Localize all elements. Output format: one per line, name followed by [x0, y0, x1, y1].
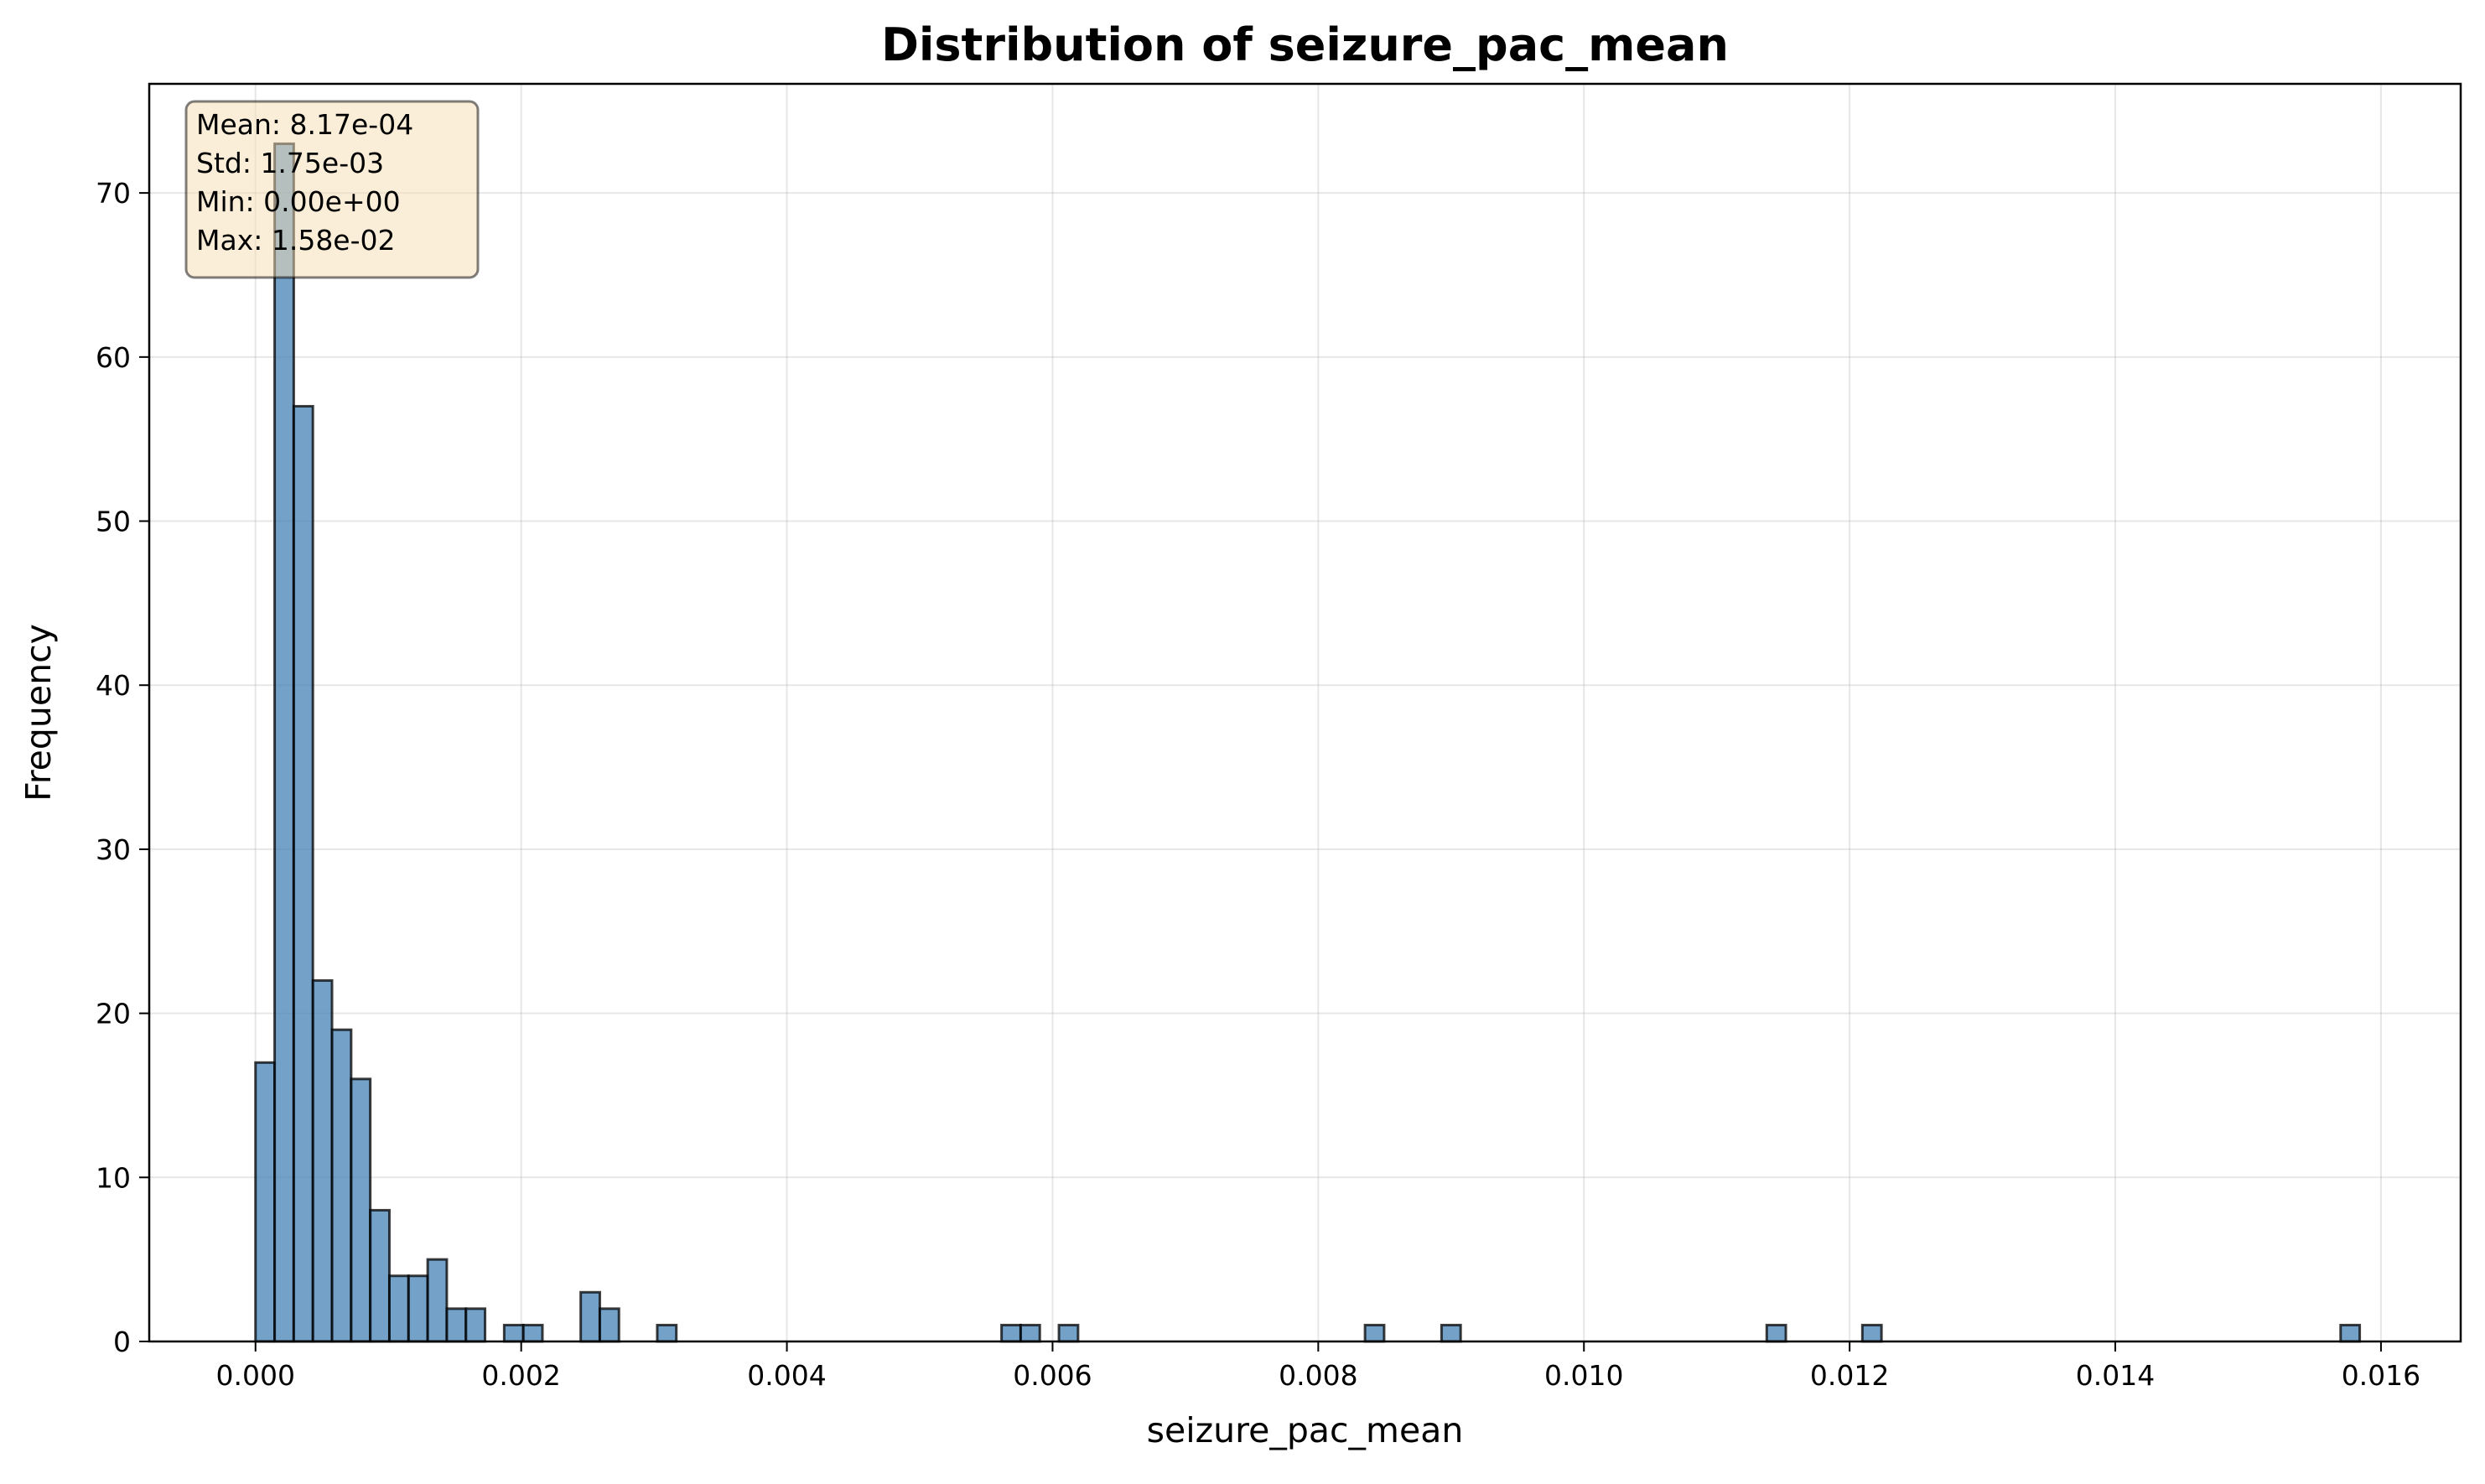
- histogram-bar: [407, 1274, 429, 1343]
- histogram-bar: [656, 1323, 678, 1343]
- histogram-bar: [1057, 1323, 1080, 1343]
- y-tick-label: 0: [113, 1326, 131, 1358]
- x-tick-label: 0.014: [2076, 1359, 2155, 1392]
- x-axis-label: seizure_pac_mean: [1147, 1410, 1464, 1450]
- histogram-bar: [350, 1077, 372, 1343]
- histogram-bar: [292, 405, 314, 1343]
- plot-frame: [148, 82, 2462, 1343]
- histogram-bar: [1000, 1323, 1022, 1343]
- histogram-bar: [445, 1307, 468, 1343]
- histogram-bar: [2339, 1323, 2362, 1343]
- histogram-bar: [369, 1208, 391, 1343]
- histogram-bar: [330, 1028, 353, 1343]
- stats-std: Std: 1.75e-03: [196, 147, 384, 179]
- y-tick-label: 70: [96, 177, 131, 210]
- y-tick-label: 10: [96, 1161, 131, 1194]
- x-tick-label: 0.006: [1013, 1359, 1092, 1392]
- stats-annotation-background: [184, 100, 480, 279]
- stats-max: Max: 1.58e-02: [196, 224, 396, 257]
- stats-mean: Mean: 8.17e-04: [196, 108, 413, 141]
- y-axis-label: Frequency: [18, 624, 59, 802]
- x-tick-label: 0.012: [1810, 1359, 1889, 1392]
- histogram-bar: [311, 978, 334, 1343]
- y-tick-label: 60: [96, 341, 131, 374]
- chart-title: Distribution of seizure_pac_mean: [881, 18, 1729, 71]
- histogram-bar: [1363, 1323, 1386, 1343]
- y-tick-label: 50: [96, 506, 131, 538]
- histogram-bar: [1440, 1323, 1462, 1343]
- histogram-bar: [254, 1061, 277, 1343]
- x-tick-label: 0.000: [216, 1359, 295, 1392]
- ticks-layer: 0.000 0.002 0.004 0.006 0.008 0.010 0.012 0.014…: [96, 177, 2420, 1392]
- x-tick-label: 0.004: [747, 1359, 826, 1392]
- x-tick-label: 0.008: [1279, 1359, 1357, 1392]
- y-tick-label: 20: [96, 998, 131, 1030]
- histogram-bar: [1860, 1323, 1883, 1343]
- y-tick-label: 40: [96, 669, 131, 702]
- stats-min: Min: 0.00e+00: [196, 185, 401, 218]
- histogram-bar: [521, 1323, 544, 1343]
- y-tick-label: 30: [96, 833, 131, 866]
- histogram-bar: [273, 142, 295, 1343]
- stats-annotation: Mean: 8.17e-04 Std: 1.75e-03 Min: 0.00e+…: [184, 100, 480, 279]
- histogram-bar: [598, 1307, 620, 1343]
- histogram-bar: [426, 1258, 449, 1343]
- x-tick-label: 0.016: [2342, 1359, 2420, 1392]
- histogram-bar: [387, 1274, 410, 1343]
- histogram-bar: [502, 1323, 525, 1343]
- x-tick-label: 0.010: [1544, 1359, 1623, 1392]
- histogram-bar: [579, 1290, 601, 1343]
- x-tick-label: 0.002: [481, 1359, 560, 1392]
- histogram-bar: [1019, 1323, 1041, 1343]
- histogram-bar: [464, 1307, 487, 1343]
- histogram-bar: [1765, 1323, 1787, 1343]
